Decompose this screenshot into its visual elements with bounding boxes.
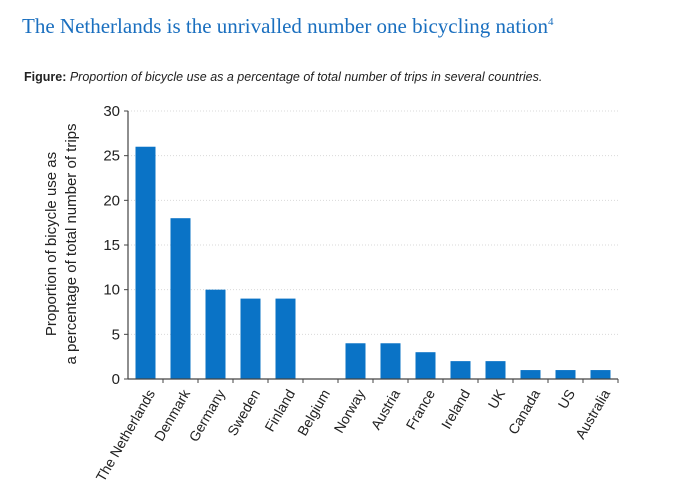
bars <box>135 146 611 379</box>
y-tick-label: 15 <box>103 237 120 254</box>
x-tick-label: Norway <box>331 387 369 436</box>
x-tick-label: Australia <box>572 386 613 441</box>
y-tick-label: 10 <box>103 282 120 299</box>
bar <box>240 298 261 379</box>
page-title: The Netherlands is the unrivalled number… <box>22 14 554 39</box>
footnote-marker: 4 <box>548 16 554 28</box>
caption-label: Figure: <box>24 70 67 84</box>
title-text: The Netherlands is the unrivalled number… <box>22 14 549 38</box>
y-axis-label-line2: a percentage of total number of trips <box>63 124 80 365</box>
y-tick-label: 0 <box>112 371 120 388</box>
bar <box>135 146 156 379</box>
x-tick-label: Ireland <box>438 387 473 432</box>
y-axis-label-line1: Proportion of bicycle use as <box>43 152 60 336</box>
y-tick-labels: 0 5 10 15 20 25 30 <box>103 103 128 388</box>
bar <box>170 218 191 379</box>
bar <box>415 352 436 379</box>
bar <box>275 298 296 379</box>
bar <box>520 370 541 379</box>
bar <box>450 361 471 379</box>
x-tick-label: The Netherlands <box>92 387 158 485</box>
gridlines <box>128 110 618 335</box>
x-tick-label: Austria <box>367 386 403 432</box>
x-tick-label: Canada <box>505 386 543 437</box>
y-tick-label: 25 <box>103 148 120 165</box>
bar <box>555 370 576 379</box>
x-tick-label: France <box>402 386 438 432</box>
x-tick-label: Belgium <box>294 387 333 439</box>
bar <box>590 370 611 379</box>
bar <box>485 361 506 379</box>
y-tick-label: 30 <box>103 103 120 120</box>
x-tick-label: Finland <box>261 387 298 435</box>
caption-text: Proportion of bicycle use as a percentag… <box>69 70 543 84</box>
y-tick-label: 5 <box>112 326 120 343</box>
x-tick-label: UK <box>485 386 509 411</box>
bar <box>380 343 401 379</box>
x-tick-labels: The NetherlandsDenmarkGermanySwedenFinla… <box>92 379 619 485</box>
x-tick-label: Sweden <box>224 387 263 439</box>
figure-caption: Figure: Proportion of bicycle use as a p… <box>24 70 542 84</box>
bar <box>205 289 226 379</box>
x-tick-label: US <box>555 387 579 412</box>
y-tick-label: 20 <box>103 192 120 209</box>
bar <box>345 343 366 379</box>
